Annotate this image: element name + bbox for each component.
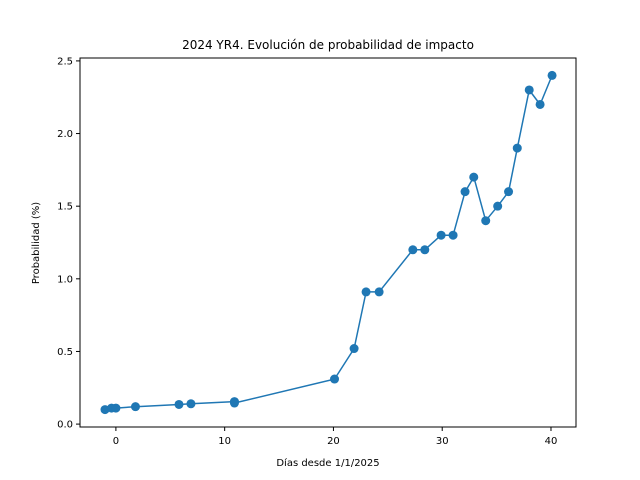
y-tick-label: 0.0	[57, 420, 73, 431]
plot-area	[100, 70, 557, 415]
data-point	[460, 187, 470, 197]
data-point	[111, 403, 121, 413]
y-tick-label: 1.5	[57, 202, 73, 213]
data-point	[130, 402, 140, 412]
data-point	[469, 172, 479, 182]
data-point	[493, 201, 503, 211]
x-tick-label: 40	[545, 436, 558, 447]
y-tick-label: 1.0	[57, 274, 73, 285]
data-point	[481, 216, 491, 226]
y-tick-label: 2.0	[57, 129, 73, 140]
data-point	[420, 245, 430, 255]
y-axis: 0.0 0.5 1.0 1.5 2.0 2.5	[57, 56, 80, 431]
x-axis: 0 10 20 30 40	[113, 427, 558, 447]
data-point	[374, 287, 384, 297]
y-axis-label: Probabilidad (%)	[31, 202, 42, 284]
data-point	[448, 230, 458, 240]
data-point	[535, 99, 545, 109]
x-tick-label: 0	[113, 436, 119, 447]
x-tick-label: 20	[327, 436, 340, 447]
data-point	[436, 230, 446, 240]
data-point	[174, 399, 184, 409]
data-point	[547, 70, 557, 80]
data-point	[361, 287, 371, 297]
data-point	[524, 85, 534, 95]
data-point	[229, 398, 239, 408]
data-point	[186, 399, 196, 409]
chart-title: 2024 YR4. Evolución de probabilidad de i…	[182, 38, 474, 52]
x-tick-label: 10	[218, 436, 231, 447]
data-point	[504, 187, 514, 197]
axes-frame	[79, 57, 577, 428]
data-point	[512, 143, 522, 153]
data-point	[408, 245, 418, 255]
data-point	[349, 344, 359, 354]
y-tick-label: 2.5	[57, 56, 73, 67]
x-axis-label: Días desde 1/1/2025	[276, 457, 379, 469]
data-point	[330, 374, 340, 384]
x-tick-label: 30	[436, 436, 449, 447]
y-tick-label: 0.5	[57, 347, 73, 358]
